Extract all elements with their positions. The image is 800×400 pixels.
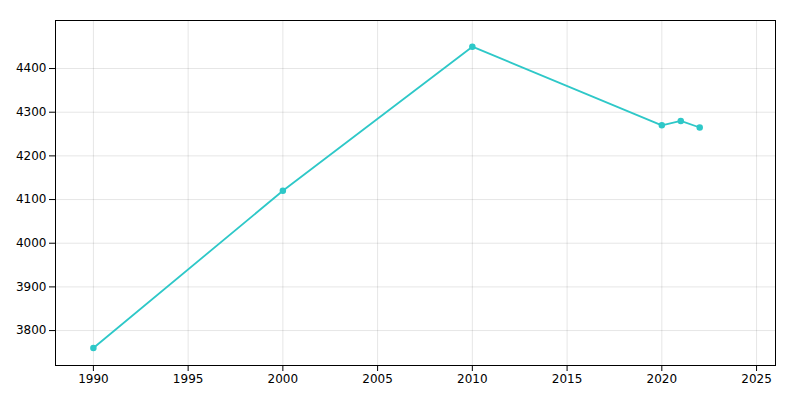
svg-text:2005: 2005 xyxy=(362,372,393,386)
svg-text:2025: 2025 xyxy=(741,372,772,386)
svg-text:4200: 4200 xyxy=(16,149,47,163)
svg-text:4000: 4000 xyxy=(16,236,47,250)
svg-text:2020: 2020 xyxy=(647,372,678,386)
svg-text:2015: 2015 xyxy=(552,372,583,386)
svg-text:4400: 4400 xyxy=(16,61,47,75)
svg-text:4100: 4100 xyxy=(16,192,47,206)
svg-text:3900: 3900 xyxy=(16,280,47,294)
svg-text:1995: 1995 xyxy=(173,372,204,386)
svg-text:3800: 3800 xyxy=(16,323,47,337)
svg-text:2000: 2000 xyxy=(268,372,299,386)
svg-text:1990: 1990 xyxy=(78,372,109,386)
svg-text:2010: 2010 xyxy=(457,372,488,386)
svg-text:4300: 4300 xyxy=(16,105,47,119)
